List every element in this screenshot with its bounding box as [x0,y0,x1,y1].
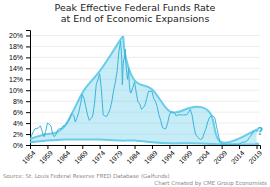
source: Source: St. Louis Federal Reserve FRED D… [3,173,170,179]
y-tick: 2% [13,131,30,138]
x-tick: 1954 [21,145,37,165]
x-tick-label: 1989 [143,149,159,165]
y-tick-mark [26,90,30,91]
x-tick-mark [239,145,240,149]
y-tick-mark [26,101,30,102]
x-tick: 2014 [230,145,246,165]
x-tick-label: 1999 [178,149,194,165]
x-axis: 1954195919641969197419791984198919941999… [21,145,264,165]
plot-area [30,37,258,145]
y-tick: 10% [9,87,30,94]
y-axis-line [26,31,31,146]
x-tick-mark [152,145,153,149]
annotation: ? [257,126,263,137]
x-axis-line [31,146,261,150]
y-tick: 0% [13,142,30,149]
x-tick-label: 2019 [247,149,263,165]
x-tick-mark [117,145,118,149]
y-tick-label: 18% [9,43,23,50]
y-tick-mark [26,123,30,124]
x-tick: 2019 [247,145,263,165]
envelope-upper [30,37,258,143]
y-tick-mark [26,57,30,58]
grid-line [30,57,260,58]
y-tick: 14% [9,65,30,72]
y-tick: 20% [9,32,30,39]
y-tick-label: 2% [13,131,23,138]
x-tick-label: 2009 [212,149,228,165]
x-tick-mark [47,145,48,149]
x-tick: 2004 [195,145,211,165]
y-tick-mark [26,35,30,36]
grid-line [30,79,260,80]
x-tick: 1994 [160,145,176,165]
grid-line [30,35,260,36]
x-tick-mark [204,145,205,149]
x-tick: 1974 [90,145,106,165]
y-tick-label: 4% [13,120,23,127]
x-tick-mark [187,145,188,149]
grid-line [30,46,260,47]
title-line: Peak Effective Federal Funds Rate [55,2,216,13]
envelope-band [30,37,258,145]
x-tick: 1979 [108,145,124,165]
x-tick: 1964 [56,145,72,165]
grid [30,35,260,145]
x-tick-label: 2014 [230,149,246,165]
x-tick-label: 1954 [21,149,37,165]
x-tick: 1984 [125,145,141,165]
x-tick: 1969 [73,145,89,165]
y-tick-mark [26,112,30,113]
y-tick-mark [26,134,30,135]
y-tick-label: 0% [13,142,23,149]
x-tick-label: 1984 [125,149,141,165]
x-tick-mark [135,145,136,149]
title-line: at End of Economic Expansions [61,13,210,24]
x-tick-label: 1994 [160,149,176,165]
x-tick-label: 2004 [195,149,211,165]
y-tick-mark [26,79,30,80]
x-tick-mark [169,145,170,149]
x-tick-mark [257,145,258,149]
y-tick-label: 8% [13,98,23,105]
y-tick: 12% [9,76,30,83]
x-tick: 1959 [38,145,54,165]
grid-line [30,68,260,69]
y-tick-mark [26,145,30,146]
x-tick-mark [100,145,101,149]
y-tick: 8% [13,98,30,105]
rate-line [30,41,255,144]
x-tick-mark [222,145,223,149]
x-tick-label: 1964 [56,149,72,165]
y-tick: 6% [13,109,30,116]
x-tick: 1989 [143,145,159,165]
chart: 1954195919641969197419791984198919941999… [0,0,270,187]
y-tick-mark [26,68,30,69]
y-tick-label: 14% [9,65,23,72]
y-tick: 18% [9,43,30,50]
x-tick-mark [82,145,83,149]
x-tick-label: 1959 [38,149,54,165]
x-tick-label: 1979 [108,149,124,165]
y-tick: 16% [9,54,30,61]
x-tick: 2009 [212,145,228,165]
y-tick-label: 6% [13,109,23,116]
source: Chart Created by CME Group Economists [154,180,267,187]
title: Peak Effective Federal Funds Rateat End … [55,2,216,24]
y-tick-mark [26,46,30,47]
x-tick-label: 1969 [73,149,89,165]
y-tick-label: 12% [9,76,23,83]
x-tick-mark [65,145,66,149]
y-tick: 4% [13,120,30,127]
x-tick: 1999 [178,145,194,165]
x-tick-label: 1974 [90,149,106,165]
y-tick-label: 16% [9,54,23,61]
y-tick-label: 20% [9,32,23,39]
y-tick-label: 10% [9,87,23,94]
y-axis: 0% 2% 4% 6% 8% 10% 12% 14% 16% 18% 20% [9,31,31,149]
